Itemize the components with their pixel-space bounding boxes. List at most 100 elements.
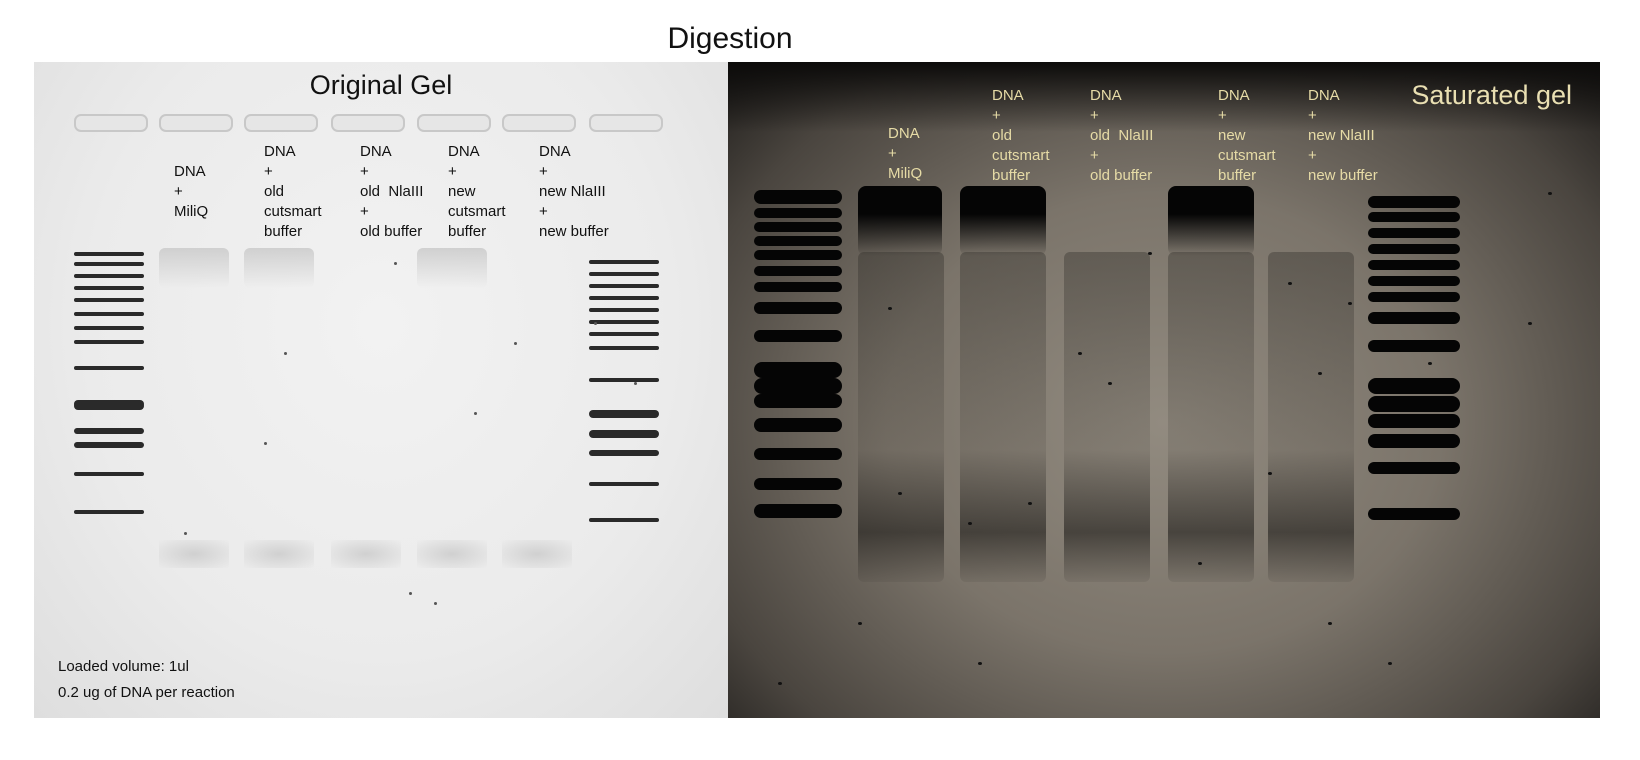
speck (1078, 352, 1082, 355)
ladder-left (74, 62, 144, 718)
ladder-band (754, 190, 842, 204)
ladder-band (589, 430, 659, 438)
speck (1288, 282, 1292, 285)
well (331, 114, 405, 132)
original-gel-title: Original Gel (309, 70, 453, 100)
well (244, 114, 318, 132)
ladder-band (1368, 508, 1460, 520)
ladder-band (1368, 340, 1460, 352)
ladder-band (589, 378, 659, 382)
sat-lane-smear (1168, 252, 1254, 582)
speck (1528, 322, 1532, 325)
speck (184, 532, 187, 535)
saturated-gel-image: Saturated gel DNA + MiliQ DNA + old cuts… (728, 62, 1600, 718)
sat-ladder-right (1368, 62, 1460, 718)
well (417, 114, 491, 132)
speck (978, 662, 982, 665)
ladder-band (589, 410, 659, 418)
ladder-band (589, 518, 659, 522)
ladder-band (754, 250, 842, 260)
ladder-band (74, 312, 144, 316)
ladder-band (1368, 414, 1460, 428)
ladder-band (74, 428, 144, 434)
ladder-band (589, 332, 659, 336)
ladder-band (1368, 260, 1460, 270)
saturated-lane-label-3: DNA + old NlaIII + old buffer (1090, 87, 1154, 184)
speck (968, 522, 972, 525)
dna-amount-note: 0.2 ug of DNA per reaction (58, 684, 235, 701)
speck (1428, 362, 1432, 365)
ladder-band (74, 510, 144, 514)
sat-well-band (858, 186, 942, 256)
ladder-band (589, 308, 659, 312)
lane-low-band (331, 540, 401, 568)
ladder-band (589, 272, 659, 276)
loaded-volume-note: Loaded volume: 1ul (58, 658, 189, 675)
saturated-lane-label-1: DNA + MiliQ (888, 125, 923, 182)
speck (1388, 662, 1392, 665)
ladder-band (1368, 396, 1460, 412)
speck (888, 307, 892, 310)
ladder-band (74, 326, 144, 330)
ladder-band (754, 504, 842, 518)
original-lane-label-1: DNA + MiliQ (174, 163, 209, 220)
saturated-lane-label-2: DNA + old cutsmart buffer (992, 87, 1050, 184)
original-lane-label-4: DNA + new cutsmart buffer (448, 143, 506, 240)
ladder-band (1368, 292, 1460, 302)
ladder-band (1368, 462, 1460, 474)
ladder-band (754, 302, 842, 314)
ladder-band (754, 448, 842, 460)
ladder-band (754, 330, 842, 342)
ladder-band (589, 320, 659, 324)
ladder-band (589, 284, 659, 288)
original-lane-label-3: DNA + old NlaIII + old buffer (360, 143, 424, 240)
speck (1148, 252, 1152, 255)
ladder-band (74, 366, 144, 370)
speck (264, 442, 267, 445)
ladder-band (74, 286, 144, 290)
ladder-band (74, 274, 144, 278)
sat-well-band (1168, 186, 1254, 256)
speck (284, 352, 287, 355)
sat-well-band (960, 186, 1046, 256)
speck (1108, 382, 1112, 385)
original-lane-label-5: DNA + new NlaIII + new buffer (539, 143, 609, 240)
ladder-band (754, 418, 842, 432)
ladder-band (589, 346, 659, 350)
lane-smear (159, 248, 229, 288)
saturated-gel-title: Saturated gel (1411, 80, 1572, 110)
sat-ladder-left (754, 62, 842, 718)
lane-low-band (159, 540, 229, 568)
ladder-band (754, 236, 842, 246)
lane-low-band (244, 540, 314, 568)
ladder-band (74, 400, 144, 408)
speck (409, 592, 412, 595)
sat-lane-smear (960, 252, 1046, 582)
speck (1548, 192, 1552, 195)
speck (1328, 622, 1332, 625)
ladder-band (1368, 276, 1460, 286)
ladder-band (74, 298, 144, 302)
speck (1198, 562, 1202, 565)
ladder-band (589, 260, 659, 264)
ladder-band (1368, 212, 1460, 222)
well (159, 114, 233, 132)
speck (394, 262, 397, 265)
ladder-band (74, 472, 144, 476)
ladder-band (754, 478, 842, 490)
well (502, 114, 576, 132)
sat-lane-smear (858, 252, 944, 582)
speck (1028, 502, 1032, 505)
well (589, 114, 663, 132)
original-lane-label-2: DNA + old cutsmart buffer (264, 143, 322, 240)
lane-low-band (417, 540, 487, 568)
ladder-band (754, 208, 842, 218)
speck (634, 382, 637, 385)
well (74, 114, 148, 132)
speck (778, 682, 782, 685)
ladder-band (1368, 196, 1460, 208)
speck (434, 602, 437, 605)
ladder-band (1368, 378, 1460, 394)
saturated-lane-label-5: DNA + new NlaIII + new buffer (1308, 87, 1378, 184)
ladder-band (754, 266, 842, 276)
